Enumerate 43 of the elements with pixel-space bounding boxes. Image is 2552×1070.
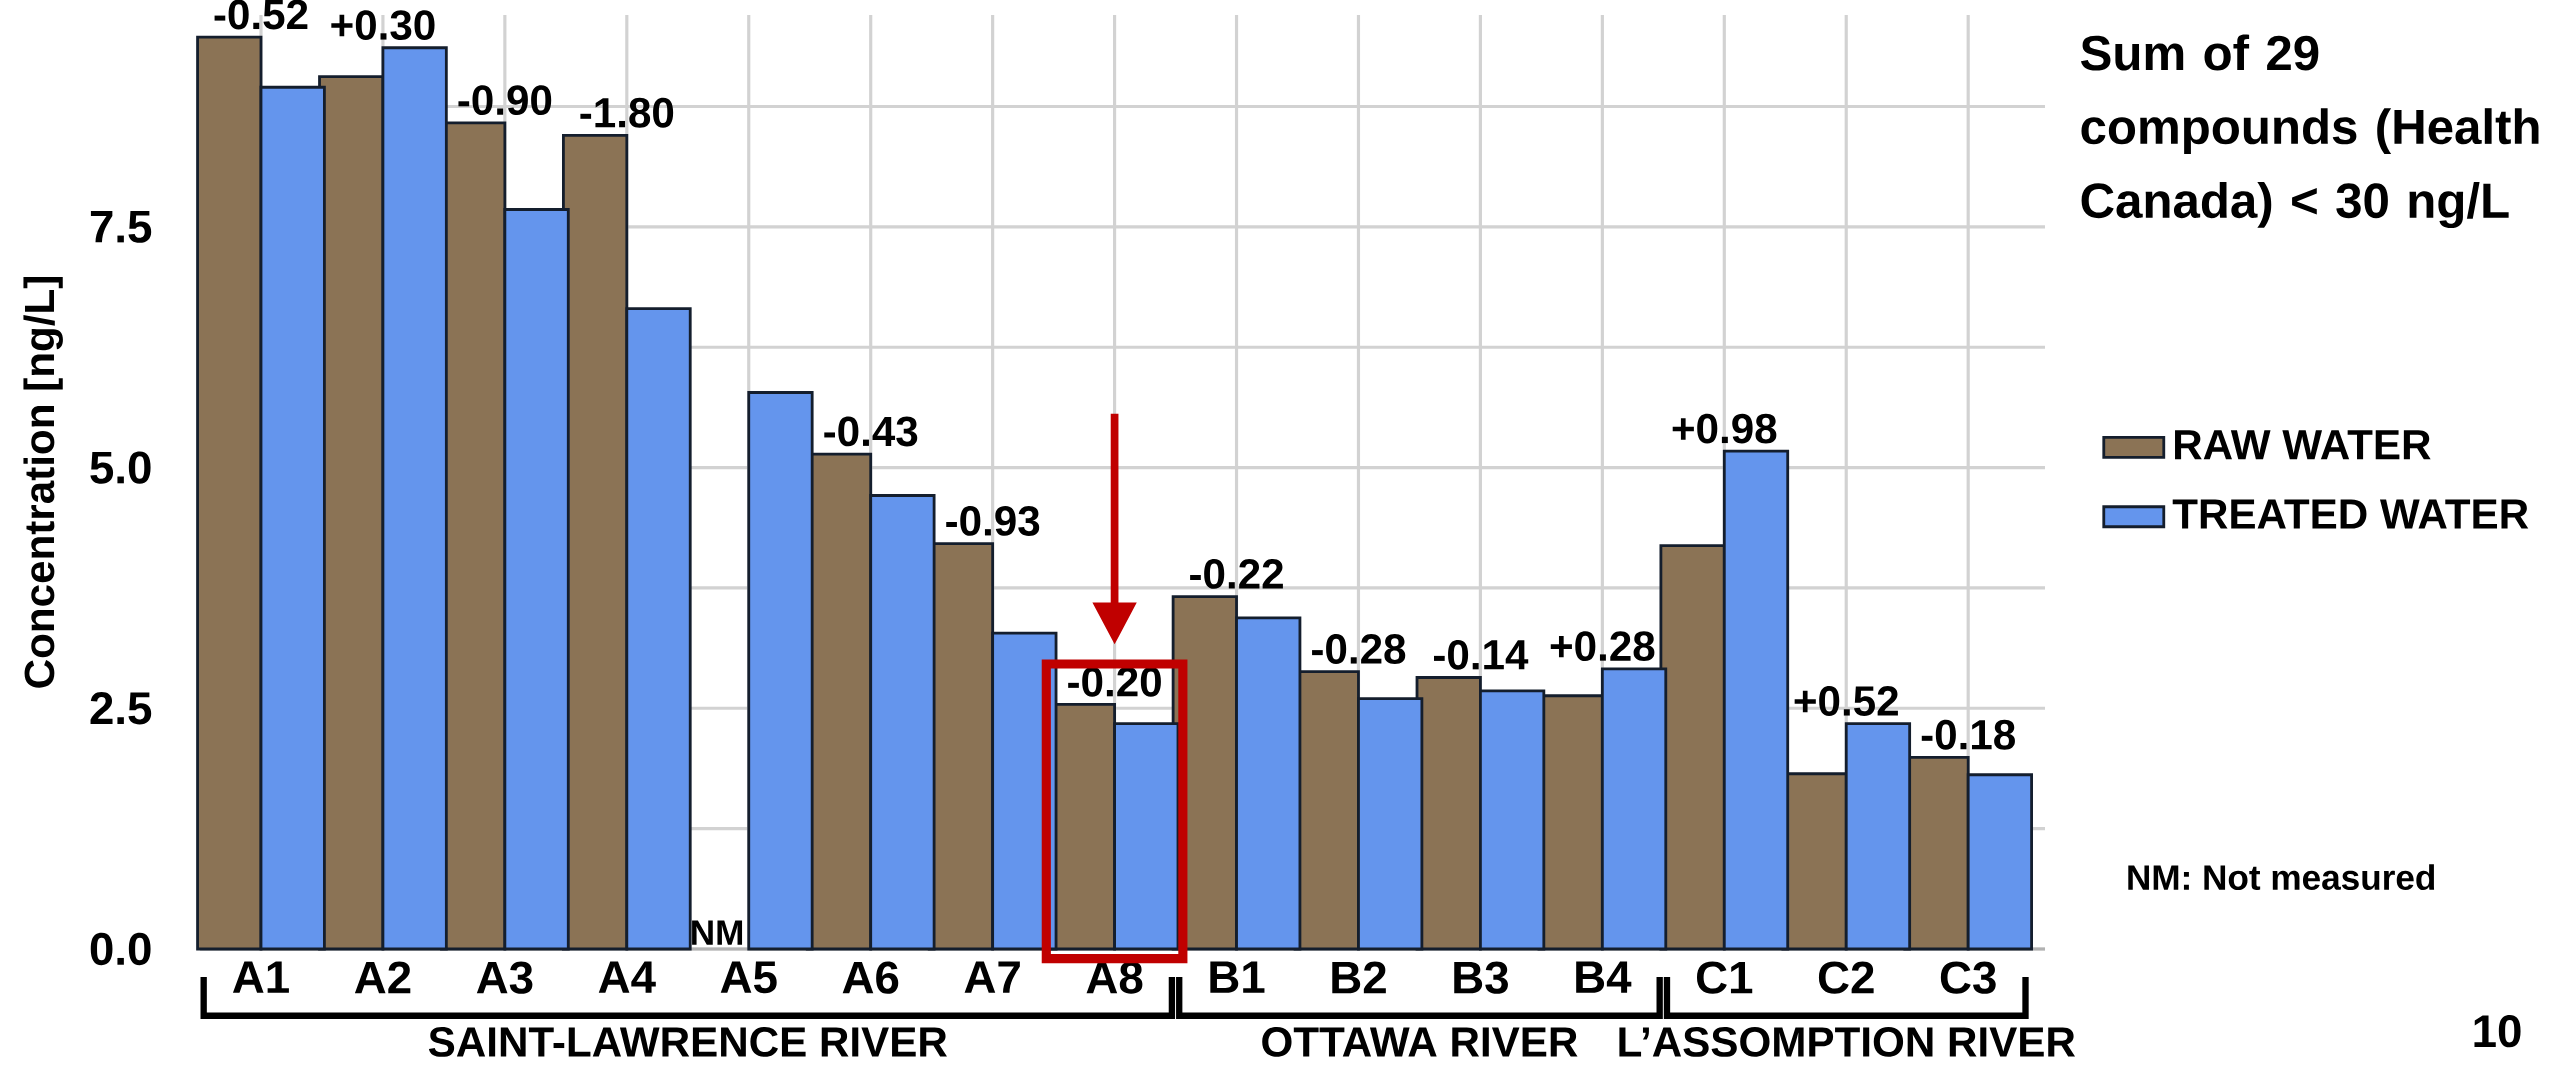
x-tick-label: A1 [232, 961, 289, 993]
annotation: +0.98 [1672, 413, 1777, 444]
y-axis-title: Concentration [ng/L] [23, 277, 63, 688]
annotation: -0.14 [1434, 639, 1529, 670]
text: OTTAWA RIVER [1262, 1027, 1578, 1057]
x-tick-label: B4 [1576, 961, 1632, 993]
annotation: -0.93 [946, 506, 1040, 536]
x-tick-label: A3 [476, 961, 533, 994]
text: NM: Not measured [2128, 864, 2435, 890]
annotation: +0.28 [1550, 631, 1655, 662]
text: L’ASSOMPTION RIVER [1619, 1027, 2076, 1057]
annotation: -0.43 [824, 416, 918, 447]
annotation: -0.20 [1068, 666, 1161, 697]
annotation: -0.22 [1190, 559, 1283, 589]
annotation: +0.30 [331, 10, 435, 41]
y-tick-label: 7.5 [90, 210, 152, 243]
x-tick-label: C1 [1696, 961, 1753, 994]
x-tick-label: A4 [598, 961, 656, 993]
x-tick-label: B1 [1210, 961, 1265, 993]
annotation: -0.18 [1921, 719, 2015, 750]
y-tick-label: 2.5 [90, 692, 152, 725]
x-tick-label: B3 [1454, 961, 1508, 994]
text: Sum of 29 compounds (Health Canada) < 30 ng/L [2080, 34, 2539, 229]
y-tick-label: 0.0 [90, 932, 151, 966]
text: 10 [2474, 1015, 2521, 1048]
x-tick-label: C2 [1818, 961, 1874, 994]
x-tick-label: A7 [964, 961, 1020, 993]
annotation: NM [692, 920, 743, 945]
annotation: -0.28 [1312, 634, 1406, 664]
legend-label: RAW WATER [2175, 430, 2431, 460]
legend-label: TREATED WATER [2172, 499, 2529, 529]
x-tick-label: A2 [354, 961, 411, 994]
x-tick-label: C3 [1940, 961, 1996, 994]
y-tick-label: 5.0 [90, 451, 151, 484]
annotation: -1.80 [580, 97, 674, 128]
text: SAINT-LAWRENCE RIVER [428, 1027, 947, 1057]
x-tick-label: A6 [842, 961, 899, 994]
annotation: -0.52 [214, 0, 308, 30]
annotation: -0.90 [458, 85, 552, 116]
annotation: +0.52 [1794, 686, 1898, 716]
x-tick-label: A8 [1086, 961, 1143, 994]
x-tick-label: A5 [720, 961, 777, 994]
x-tick-label: B2 [1332, 961, 1386, 994]
